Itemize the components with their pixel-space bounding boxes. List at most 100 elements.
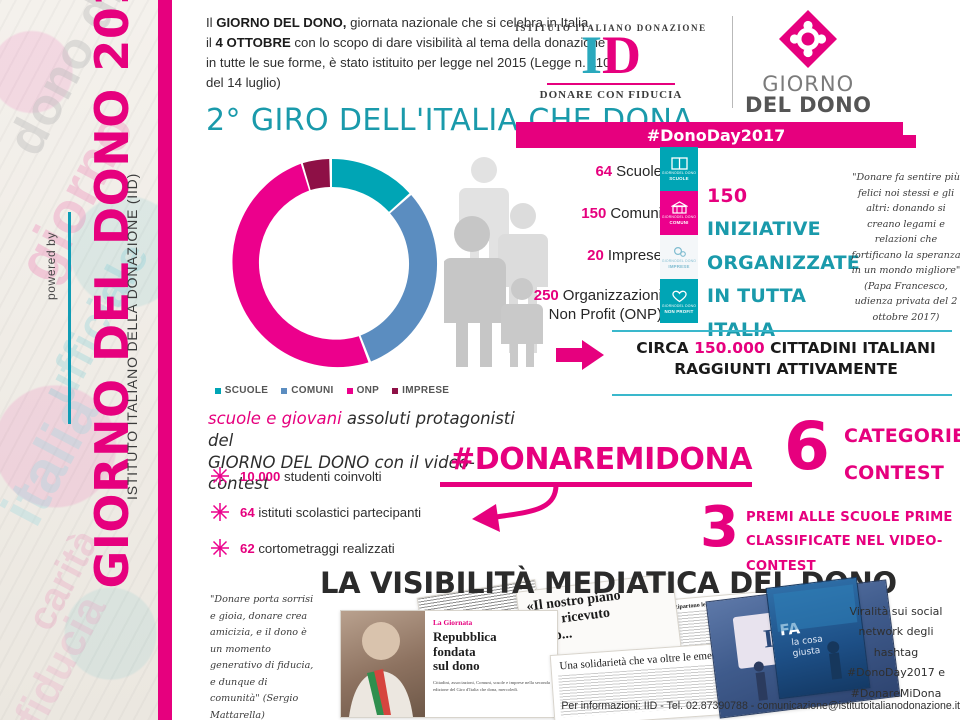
list-item: 62 cortometraggi realizzati [210, 530, 530, 566]
bullet-number: 62 [240, 540, 255, 556]
clipping-headline: Repubblica fondata sul dono [433, 629, 551, 674]
bullet-text: studenti coinvolti [280, 468, 382, 484]
sidebar-divider [68, 212, 71, 424]
intro-line1-pre: Il [206, 15, 217, 30]
legend-swatch [214, 387, 221, 394]
iid-letter-d: D [602, 24, 641, 85]
legend-item-imprese: IMPRESE [392, 385, 449, 396]
stat-number: 150 [581, 204, 607, 222]
iniziative-line2: ORGANIZZATE [707, 251, 860, 274]
legend-label: ONP [356, 385, 380, 396]
people-silhouettes-icon [442, 152, 564, 367]
donoday-hashtag-text: #DonoDay2017 [646, 125, 786, 145]
scuole-lead-highlight: scuole e giovani [208, 409, 342, 428]
badge-non-profit: GIORNODEL DONO NON PROFIT [660, 279, 698, 323]
quote-papa-francesco: "Donare fa sentire più felici noi stessi… [851, 172, 960, 323]
giorno-del-dono-logo: GIORNO DEL DONO [745, 8, 871, 117]
legend-label: IMPRESE [402, 385, 450, 396]
arrow-right-icon [556, 340, 604, 375]
donoday-hashtag-band: #DonoDay2017 [516, 122, 916, 148]
iid-letter-i: I [580, 24, 602, 85]
badge-sub: GIORNODEL DONO [661, 303, 697, 308]
badge-sub: GIORNODEL DONO [661, 215, 697, 219]
chart-legend: SCUOLE COMUNI ONP IMPRESE [214, 385, 449, 396]
star-icon [210, 502, 230, 522]
iniziative-line3: IN TUTTA ITALIA [707, 285, 807, 341]
headline-line2: fondata [433, 643, 476, 659]
badge-label: COMUNI [669, 220, 689, 225]
stats-list: 64 Scuole 150 Comuni 20 Imprese 250 Organizz… [502, 150, 662, 334]
heart-icon [671, 290, 687, 302]
iid-tagline: DONARE CON FIDUCIA [539, 89, 683, 102]
sidebar-powered-by: powered by [44, 231, 58, 300]
circa-divider-top [612, 330, 952, 332]
legend-item-scuole: SCUOLE [214, 385, 269, 396]
stat-label: Comuni [610, 204, 662, 222]
star-icon [210, 538, 230, 558]
legend-swatch [392, 387, 399, 394]
star-icon [210, 466, 230, 486]
viralita-line1: Viralità sui social [849, 605, 943, 618]
iniziative-number: 150 [707, 185, 748, 207]
badge-label: SCUOLE [669, 176, 689, 181]
intro-line2-post: con lo scopo di dare visibilità al tema … [290, 35, 606, 51]
book-icon [670, 157, 688, 170]
intro-line1-post: giornata nazionale che si celebra in Ita… [346, 15, 589, 30]
logo-block: ISTITUTO ITALIANO DONAZIONE ID DONARE CO… [502, 6, 947, 158]
legend-label: COMUNI [291, 385, 334, 396]
stat-row-onp: 250 Organizzazioni Non Profit (ONP) [502, 276, 662, 334]
main-content: Il GIORNO DEL DONO, giornata nazionale c… [172, 0, 960, 720]
list-item: 10.000 studenti coinvolti [210, 458, 530, 494]
viralita-line3: hashtag [873, 645, 919, 659]
list-item: 64 istituti scolastici partecipanti [210, 494, 530, 530]
intro-line1-bold: GIORNO DEL DONO, [216, 15, 347, 30]
categorie-number: 6 [784, 408, 830, 485]
bullet-text: istituti scolastici partecipanti [254, 504, 422, 520]
legend-swatch [346, 387, 353, 394]
bullet-number: 64 [240, 504, 255, 520]
clipping-photo [341, 611, 425, 717]
categorie-line1: CATEGORIE [844, 425, 960, 447]
stat-number: 250 [533, 286, 559, 304]
stat-label-line2: Non Profit (ONP) [548, 306, 662, 323]
clipping-kicker: La Giornata [433, 618, 473, 627]
stat-label: Imprese [607, 246, 662, 264]
gears-icon [673, 246, 686, 257]
clipping-body: Cittadini, associazioni, Comuni, scuole … [433, 679, 550, 692]
iid-logo: ISTITUTO ITALIANO DONAZIONE ID DONARE CO… [502, 23, 720, 102]
stat-label-line1: Organizzazioni [562, 286, 662, 304]
circa-post: CITTADINI ITALIANI [764, 339, 936, 357]
badge-sub: GIORNODEL DONO [661, 259, 697, 263]
logo-separator [732, 16, 733, 108]
sidebar-texture [0, 0, 158, 720]
band-fold-corner [903, 122, 916, 135]
stat-number: 64 [595, 162, 613, 180]
viralita-line5: #DonareMiDona [850, 686, 942, 700]
badge-imprese: GIORNODEL DONO IMPRESE [660, 235, 698, 279]
diamond-icon [777, 8, 839, 70]
badge-sub: GIORNODEL DONO [661, 171, 697, 175]
badge-scuole: GIORNODEL DONO SCUOLE [660, 147, 698, 191]
bullet-list: 10.000 studenti coinvolti 64 istituti sc… [210, 458, 530, 566]
categorie-line2: CONTEST [844, 462, 944, 485]
iniziative-word: INIZIATIVE [707, 218, 821, 241]
premi-line2: CLASSIFICATE NEL VIDEO-CONTEST [746, 534, 943, 574]
curved-arrow-icon [460, 482, 580, 549]
quote-mattarella: "Donare porta sorrisi e gioia, donare cr… [210, 594, 314, 720]
badge-comuni: GIORNODEL DONO COMUNI [660, 191, 698, 235]
iniziative-block: 150 INIZIATIVE ORGANIZZATE IN TUTTA ITAL… [707, 180, 860, 347]
badge-label: NON PROFIT [664, 308, 694, 314]
bullet-number: 10.000 [240, 468, 281, 484]
premi-text: PREMI ALLE SCUOLE PRIME CLASSIFICATE NEL… [746, 506, 960, 579]
intro-paragraph: Il GIORNO DEL DONO, giornata nazionale c… [206, 13, 690, 93]
intro-line3: in tutte le sue forme, è stato istituito… [206, 55, 611, 71]
legend-label: SCUOLE [224, 385, 269, 396]
bullet-text: cortometraggi realizzati [254, 540, 395, 556]
intro-line4: del 14 luglio) [206, 75, 281, 91]
circa-banner: CIRCA 150.000 CITTADINI ITALIANI RAGGIUN… [612, 338, 960, 380]
intro-line2-pre: il [206, 35, 216, 51]
category-badges: GIORNODEL DONO SCUOLE GIORNODEL DONO COM… [660, 147, 698, 323]
clipping-text: La Giornata Repubblica fondata sul dono … [425, 611, 557, 717]
intro-line2-bold: 4 OTTOBRE [215, 35, 291, 51]
